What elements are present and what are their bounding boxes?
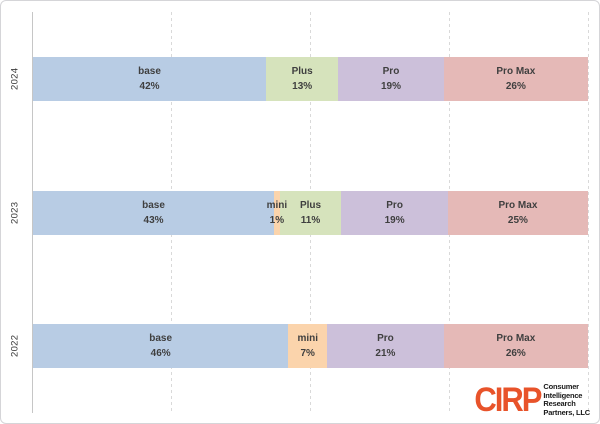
segment-label: base 42% xyxy=(138,65,161,92)
logo-line: Intelligence xyxy=(543,390,583,400)
segment-label: base 46% xyxy=(149,333,173,360)
year-label-2022: 2022 xyxy=(9,334,21,358)
segment-label: Pro 19% xyxy=(380,65,401,92)
cirp-logo: CIRP Consumer Intelligence Research Part… xyxy=(474,379,590,419)
segment-label: Pro 21% xyxy=(375,333,396,360)
logo-line: Consumer xyxy=(543,382,579,391)
segment-label: base 43% xyxy=(142,199,165,226)
segment-pro-2022: Pro 21% xyxy=(327,324,444,369)
segment-label: Plus 13% xyxy=(291,65,313,92)
segment-base-2023: base 43% xyxy=(33,190,275,235)
segment-base-2024: base 42% xyxy=(33,56,267,101)
segment-label: mini 7% xyxy=(297,333,318,360)
segment-mini-2023: mini 1% xyxy=(267,190,287,235)
segment-pro-max-2022: Pro Max 26% xyxy=(443,324,588,369)
segment-plus-2024: Plus 13% xyxy=(266,56,339,101)
segment-pro-2023: Pro 19% xyxy=(341,190,448,235)
segment-label: Pro 19% xyxy=(384,199,405,226)
segment-label: Pro Max 26% xyxy=(496,333,536,360)
segment-plus-2023: Plus 11% xyxy=(279,190,342,235)
logo-text-lines: Consumer Intelligence Research Partners,… xyxy=(543,382,590,417)
segment-pro-2024: Pro 19% xyxy=(338,56,444,101)
segment-label: Plus 11% xyxy=(299,199,322,226)
bar-row-2022: base 46% mini 7% Pro 21% Pro Max 26% xyxy=(33,324,588,369)
segment-pro-max-2023: Pro Max 25% xyxy=(447,190,589,235)
bar-row-2024: base 42% Plus 13% Pro 19% Pro Max 26% xyxy=(33,56,588,101)
bar-row-2023: base 43% mini 1% Plus 11% Pro 19% Pro Max 25% xyxy=(33,190,589,235)
segment-base-2022: base 46% xyxy=(33,324,289,369)
plot-area: 2024 base 42% Plus 13% Pro 19% Pro Max 26% 2023 ba… xyxy=(10,12,589,413)
segment-pro-max-2024: Pro Max 26% xyxy=(443,56,588,101)
logo-line: Research xyxy=(543,399,576,408)
logo-line: Partners, LLC xyxy=(543,407,590,417)
year-label-2024: 2024 xyxy=(9,67,21,90)
y-axis-line xyxy=(32,12,33,413)
logo-abbreviation: CIRP xyxy=(474,379,542,419)
segment-label: Pro Max 26% xyxy=(496,65,536,92)
segment-label: mini 1% xyxy=(266,199,288,226)
segment-label: Pro Max 25% xyxy=(498,199,538,226)
year-label-2023: 2023 xyxy=(9,201,21,224)
gridline-100pct xyxy=(588,12,589,413)
segment-mini-2022: mini 7% xyxy=(288,324,328,369)
